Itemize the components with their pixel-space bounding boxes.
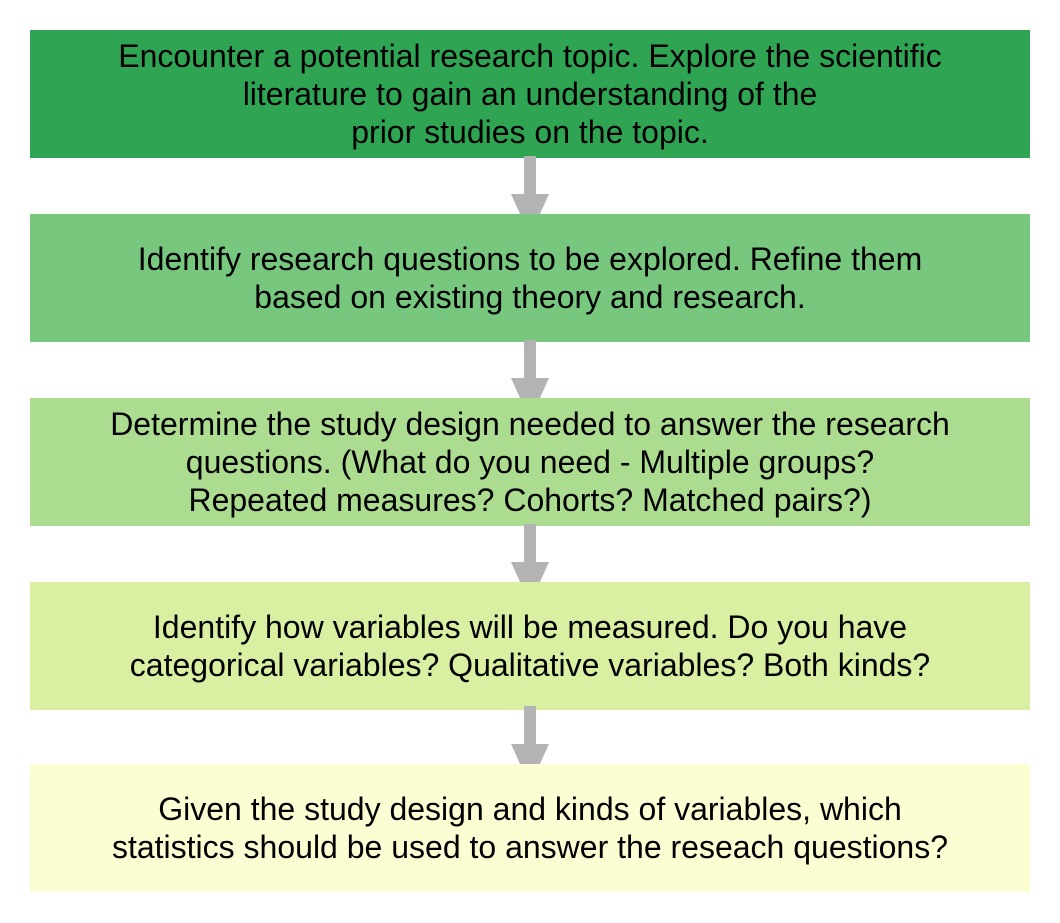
flow-step-5-text: Given the study design and kinds of vari… xyxy=(111,791,949,865)
flow-step-3: Determine the study design needed to ans… xyxy=(30,398,1030,526)
flow-step-2-text: Identify research questions to be explor… xyxy=(137,241,923,315)
flow-step-4-text: Identify how variables will be measured.… xyxy=(129,609,931,683)
flow-step-4: Identify how variables will be measured.… xyxy=(30,582,1030,710)
flow-step-2: Identify research questions to be explor… xyxy=(30,214,1030,342)
flow-step-1-text: Encounter a potential research topic. Ex… xyxy=(118,38,942,150)
flow-step-5: Given the study design and kinds of vari… xyxy=(30,764,1030,892)
flow-step-1: Encounter a potential research topic. Ex… xyxy=(30,30,1030,158)
flow-step-3-text: Determine the study design needed to ans… xyxy=(110,406,950,518)
